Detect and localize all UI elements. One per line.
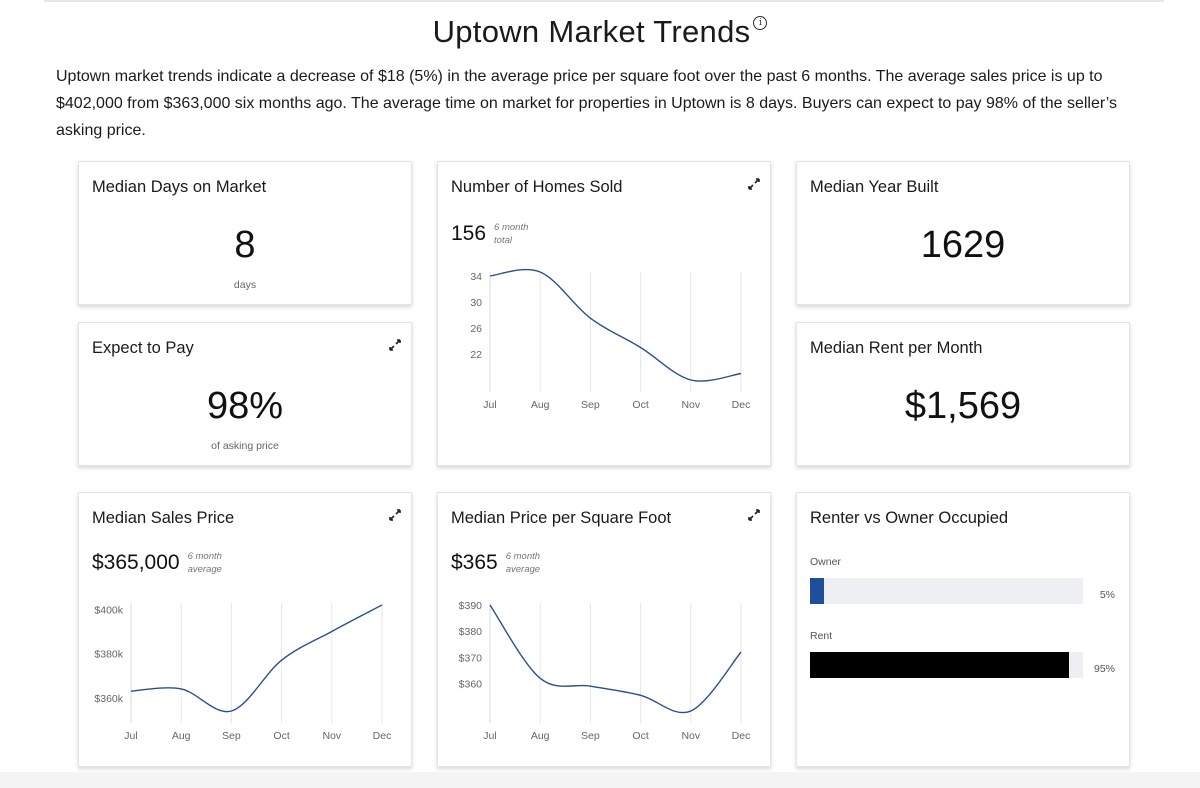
rent-percent: 95% <box>1093 663 1115 675</box>
x-tick-label: Sep <box>581 730 600 742</box>
x-tick-label: Oct <box>632 399 648 411</box>
note-line: 6 month <box>505 551 541 562</box>
x-tick-label: Aug <box>172 730 191 742</box>
y-tick-label: $360 <box>459 679 483 691</box>
expect-to-pay-card: Expect to Pay 98% of asking price <box>78 322 412 466</box>
note-line: total <box>494 235 513 246</box>
owner-bar-track <box>810 578 1083 604</box>
rent-bar-fill <box>810 652 1070 678</box>
card-title: Number of Homes Sold <box>451 178 623 196</box>
note-line: average <box>505 564 541 575</box>
card-title: Median Price per Square Foot <box>451 509 672 527</box>
owner-percent: 5% <box>1099 589 1115 601</box>
sales-price-card: Median Sales Price $365,000 6 month averag… <box>78 492 412 767</box>
x-tick-label: Jul <box>483 730 496 742</box>
x-tick-label: Nov <box>322 730 341 742</box>
y-tick-label: 30 <box>470 297 482 309</box>
market-summary: Uptown market trends indicate a decrease… <box>56 68 1118 139</box>
year-built-value: 1629 <box>920 224 1006 266</box>
x-tick-label: Jul <box>124 730 137 742</box>
x-tick-label: Oct <box>632 730 648 742</box>
price-sqft-stat: $365 6 month average <box>451 551 540 576</box>
sales-price-stat: $365,000 6 month average <box>92 551 222 576</box>
y-tick-label: $390 <box>459 600 483 612</box>
y-tick-label: 26 <box>470 323 482 335</box>
x-tick-label: Sep <box>222 730 241 742</box>
note-line: 6 month <box>187 551 222 562</box>
price-sqft-chart: $360 $370 $380 $390 Jul Aug Sep Oct Nov Dec <box>459 600 751 742</box>
page-title: Uptown Market Trends <box>432 14 751 49</box>
y-tick-label: $380 <box>459 626 483 638</box>
card-title: Median Sales Price <box>92 509 235 527</box>
homes-sold-chart: 22 26 30 34 Jul Aug Sep Oct Nov Dec <box>470 268 751 411</box>
homes-sold-total: 156 <box>451 222 487 245</box>
owner-bar-fill <box>810 578 824 604</box>
x-tick-label: Dec <box>732 399 751 411</box>
expect-to-pay-value: 98% <box>206 385 284 427</box>
note-line: 6 month <box>494 222 529 233</box>
top-divider <box>44 0 1164 2</box>
rent-label: Rent <box>810 630 833 642</box>
occupancy-card: Renter vs Owner Occupied Owner 5% Rent 9… <box>796 492 1130 767</box>
expand-arrows-icon[interactable] <box>389 509 401 521</box>
info-circle-icon[interactable]: i <box>753 16 768 30</box>
sales-price-chart: $360k $380k $400k Jul Aug Sep Oct Nov Dec <box>94 603 392 742</box>
series-line <box>489 604 742 714</box>
x-tick-label: Dec <box>373 730 392 742</box>
note-line: average <box>187 564 222 575</box>
days-unit-label: days <box>233 279 257 291</box>
x-tick-label: Aug <box>531 399 550 411</box>
x-tick-label: Aug <box>531 730 550 742</box>
y-tick-label: $380k <box>94 649 123 661</box>
days-on-market-value: 8 <box>234 224 256 266</box>
year-built-card: Median Year Built 1629 <box>796 161 1130 305</box>
homes-sold-stat: 156 6 month total <box>451 222 528 247</box>
y-tick-label: $370 <box>459 652 483 664</box>
x-tick-label: Dec <box>732 730 751 742</box>
days-on-market-card: Median Days on Market 8 days <box>78 161 412 305</box>
rent-value: $1,569 <box>904 385 1022 427</box>
y-tick-label: $400k <box>94 604 123 616</box>
card-title: Median Rent per Month <box>810 339 983 357</box>
rent-card: Median Rent per Month $1,569 <box>796 322 1130 466</box>
page-footer-band <box>0 772 1200 788</box>
x-tick-label: Jul <box>483 399 496 411</box>
y-tick-label: 22 <box>470 349 482 361</box>
y-tick-label: 34 <box>470 271 482 283</box>
x-tick-label: Nov <box>681 730 700 742</box>
price-sqft-card: Median Price per Square Foot $365 6 month… <box>437 492 771 767</box>
expand-arrows-icon[interactable] <box>389 339 401 351</box>
card-title: Expect to Pay <box>92 339 194 357</box>
asking-price-label: of asking price <box>211 440 279 452</box>
homes-sold-card: Number of Homes Sold 156 6 month total 22 2… <box>437 161 771 466</box>
series-line <box>130 604 383 713</box>
x-tick-label: Sep <box>581 399 600 411</box>
card-title: Renter vs Owner Occupied <box>810 509 1009 527</box>
x-tick-label: Oct <box>273 730 289 742</box>
card-title: Median Days on Market <box>92 178 267 196</box>
expand-arrows-icon[interactable] <box>748 509 760 521</box>
y-tick-label: $360k <box>94 693 123 705</box>
sales-price-average: $365,000 <box>92 551 180 574</box>
price-sqft-average: $365 <box>451 551 498 574</box>
rent-bar-track <box>810 652 1083 678</box>
owner-label: Owner <box>810 556 841 568</box>
expand-arrows-icon[interactable] <box>748 178 760 190</box>
page-header: Uptown Market Trends i <box>0 14 1200 50</box>
series-line <box>489 268 742 382</box>
card-title: Median Year Built <box>810 178 939 196</box>
x-tick-label: Nov <box>681 399 700 411</box>
